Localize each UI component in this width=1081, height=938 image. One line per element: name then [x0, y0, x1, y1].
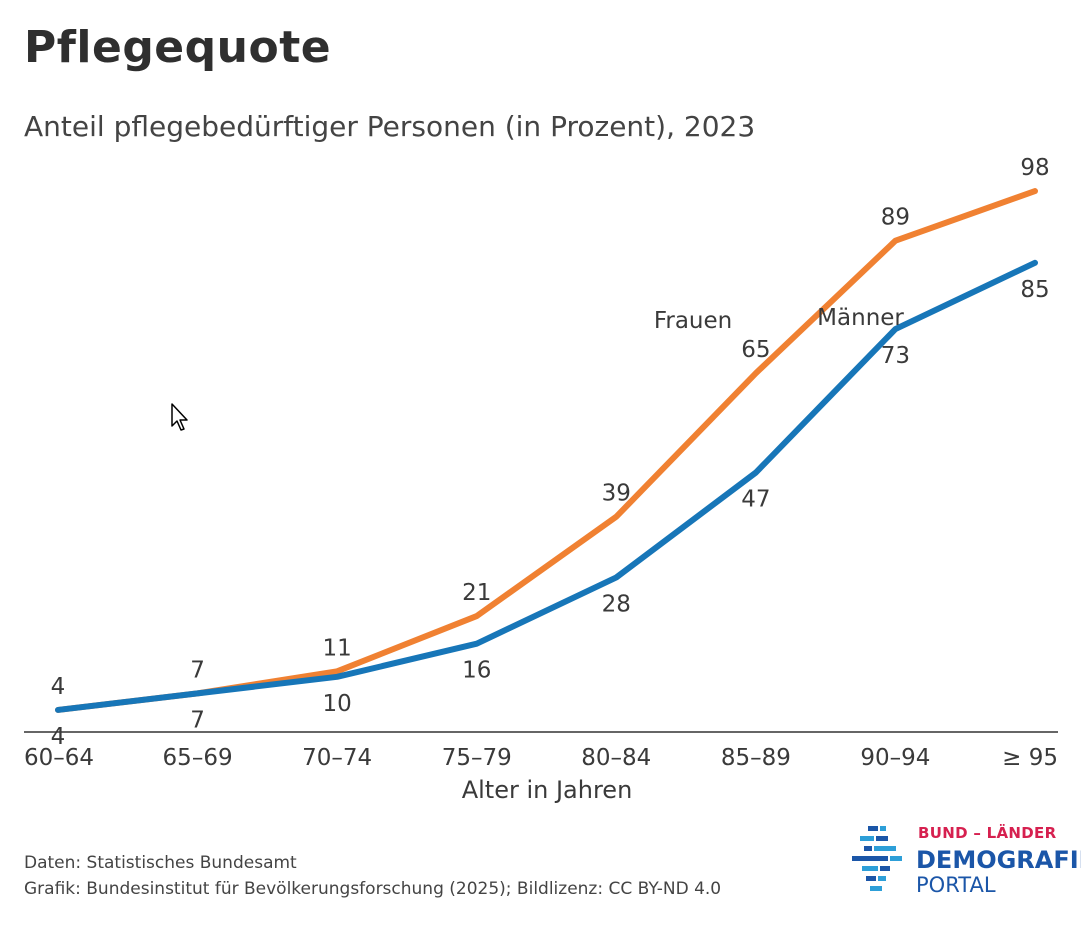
data-label: 7	[190, 657, 205, 683]
data-label: 21	[462, 580, 491, 606]
logo-line-3: PORTAL	[916, 873, 996, 897]
mouse-cursor-icon	[171, 403, 188, 431]
x-tick-label: 60–64	[24, 745, 94, 771]
x-tick-label: 70–74	[302, 745, 372, 771]
data-label: 65	[741, 337, 770, 363]
x-tick-label: 90–94	[860, 745, 930, 771]
data-label: 7	[190, 707, 205, 733]
data-label: 89	[881, 205, 910, 231]
series-line-frauen	[55, 188, 1038, 713]
x-tick-label: 75–79	[442, 745, 512, 771]
series-line-männer	[55, 259, 1038, 713]
data-label: 28	[602, 591, 631, 617]
x-tick-label: 85–89	[721, 745, 791, 771]
x-axis-title: Alter in Jahren	[462, 776, 633, 804]
x-tick-label: 80–84	[581, 745, 651, 771]
demografie-portal-logo: BUND – LÄNDER DEMOGRAFIE PORTAL	[850, 822, 1081, 902]
footer: Daten: Statistisches Bundesamt Grafik: B…	[24, 850, 721, 902]
line-chart: 60–64 65–69 70–74 75–79 80–84 85–89 90–94 ≥ 95 A…	[24, 155, 1058, 804]
data-label: 98	[1020, 155, 1049, 181]
source-note: Daten: Statistisches Bundesamt	[24, 853, 297, 873]
data-label: 39	[602, 481, 631, 507]
logo-mark-icon	[852, 826, 902, 891]
logo-line-1: BUND – LÄNDER	[918, 824, 1057, 842]
chart-subtitle: Anteil pflegebedürftiger Personen (in Pr…	[24, 110, 756, 143]
chart-title: Pflegequote	[24, 22, 332, 73]
credit-note: Grafik: Bundesinstitut für Bevölkerungsf…	[24, 879, 722, 899]
data-label: 16	[462, 658, 491, 684]
data-label: 4	[51, 674, 66, 700]
data-label: 10	[323, 691, 352, 717]
data-label: 85	[1020, 277, 1049, 303]
logo-line-2: DEMOGRAFIE	[916, 846, 1081, 874]
x-tick-label: 65–69	[163, 745, 233, 771]
data-label: 47	[741, 487, 770, 513]
series-label-männer: Männer	[817, 305, 904, 331]
x-tick-label: ≥ 95	[1002, 745, 1058, 771]
series-label-frauen: Frauen	[654, 308, 732, 334]
data-label: 4	[51, 724, 66, 750]
data-label: 11	[323, 635, 352, 661]
data-label: 73	[881, 343, 910, 369]
